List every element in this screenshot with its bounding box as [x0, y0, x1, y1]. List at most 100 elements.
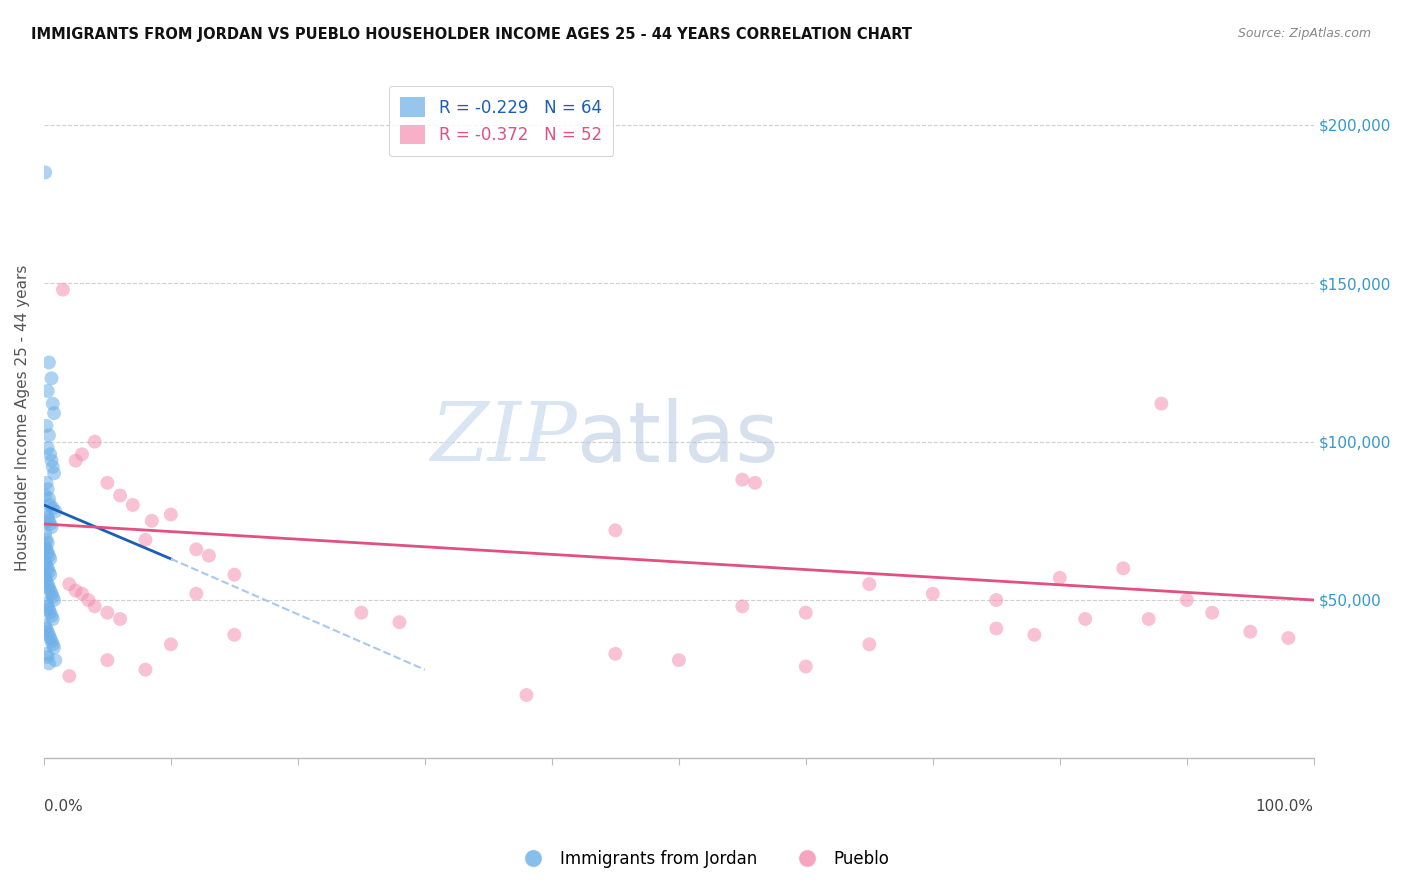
Point	[34, 539, 56, 553]
Point	[41, 520, 63, 534]
Point	[44, 504, 66, 518]
Point	[1137, 612, 1160, 626]
Point	[70, 587, 93, 601]
Point	[38, 602, 60, 616]
Point	[70, 447, 93, 461]
Point	[186, 542, 208, 557]
Point	[34, 526, 56, 541]
Text: 0.0%: 0.0%	[44, 799, 83, 814]
Point	[38, 514, 60, 528]
Point	[83, 434, 105, 449]
Point	[65, 453, 87, 467]
Point	[39, 447, 62, 461]
Point	[38, 491, 60, 506]
Point	[731, 473, 754, 487]
Point	[39, 567, 62, 582]
Point	[605, 524, 627, 538]
Point	[96, 475, 118, 490]
Point	[108, 488, 131, 502]
Point	[41, 453, 63, 467]
Point	[160, 637, 183, 651]
Point	[35, 508, 58, 522]
Point	[35, 558, 58, 573]
Point	[1239, 624, 1261, 639]
Point	[37, 384, 59, 398]
Point	[42, 593, 65, 607]
Point	[1201, 606, 1223, 620]
Point	[121, 498, 143, 512]
Point	[858, 637, 880, 651]
Point	[668, 653, 690, 667]
Point	[35, 418, 58, 433]
Point	[58, 577, 80, 591]
Point	[37, 482, 59, 496]
Point	[41, 371, 63, 385]
Point	[141, 514, 163, 528]
Point	[224, 567, 246, 582]
Point	[42, 640, 65, 655]
Legend: Immigrants from Jordan, Pueblo: Immigrants from Jordan, Pueblo	[510, 844, 896, 875]
Legend: R = -0.229   N = 64, R = -0.372   N = 52: R = -0.229 N = 64, R = -0.372 N = 52	[388, 86, 613, 156]
Y-axis label: Householder Income Ages 25 - 44 years: Householder Income Ages 25 - 44 years	[15, 265, 30, 571]
Point	[37, 599, 59, 614]
Point	[35, 647, 58, 661]
Text: atlas: atlas	[578, 398, 779, 479]
Point	[1175, 593, 1198, 607]
Point	[37, 441, 59, 455]
Point	[38, 580, 60, 594]
Point	[44, 653, 66, 667]
Point	[39, 551, 62, 566]
Point	[38, 657, 60, 671]
Point	[38, 628, 60, 642]
Point	[38, 565, 60, 579]
Point	[224, 628, 246, 642]
Point	[37, 510, 59, 524]
Text: Source: ZipAtlas.com: Source: ZipAtlas.com	[1237, 27, 1371, 40]
Point	[41, 634, 63, 648]
Point	[41, 608, 63, 623]
Point	[986, 593, 1008, 607]
Point	[38, 355, 60, 369]
Point	[34, 555, 56, 569]
Point	[37, 650, 59, 665]
Point	[37, 577, 59, 591]
Point	[42, 460, 65, 475]
Point	[37, 561, 59, 575]
Point	[37, 624, 59, 639]
Point	[986, 622, 1008, 636]
Point	[858, 577, 880, 591]
Point	[134, 663, 156, 677]
Text: ZIP: ZIP	[430, 399, 578, 478]
Point	[186, 587, 208, 601]
Point	[794, 606, 817, 620]
Point	[42, 467, 65, 481]
Point	[38, 428, 60, 442]
Point	[58, 669, 80, 683]
Point	[1074, 612, 1097, 626]
Point	[41, 587, 63, 601]
Point	[34, 165, 56, 179]
Point	[96, 606, 118, 620]
Point	[134, 533, 156, 547]
Point	[96, 653, 118, 667]
Point	[35, 542, 58, 557]
Point	[198, 549, 221, 563]
Point	[65, 583, 87, 598]
Point	[1277, 631, 1299, 645]
Point	[42, 612, 65, 626]
Point	[52, 283, 75, 297]
Point	[39, 516, 62, 531]
Point	[39, 498, 62, 512]
Point	[77, 593, 100, 607]
Point	[39, 583, 62, 598]
Text: IMMIGRANTS FROM JORDAN VS PUEBLO HOUSEHOLDER INCOME AGES 25 - 44 YEARS CORRELATI: IMMIGRANTS FROM JORDAN VS PUEBLO HOUSEHO…	[31, 27, 912, 42]
Point	[42, 397, 65, 411]
Point	[42, 637, 65, 651]
Point	[921, 587, 943, 601]
Point	[1150, 397, 1173, 411]
Point	[35, 622, 58, 636]
Point	[160, 508, 183, 522]
Point	[37, 536, 59, 550]
Point	[794, 659, 817, 673]
Point	[35, 533, 58, 547]
